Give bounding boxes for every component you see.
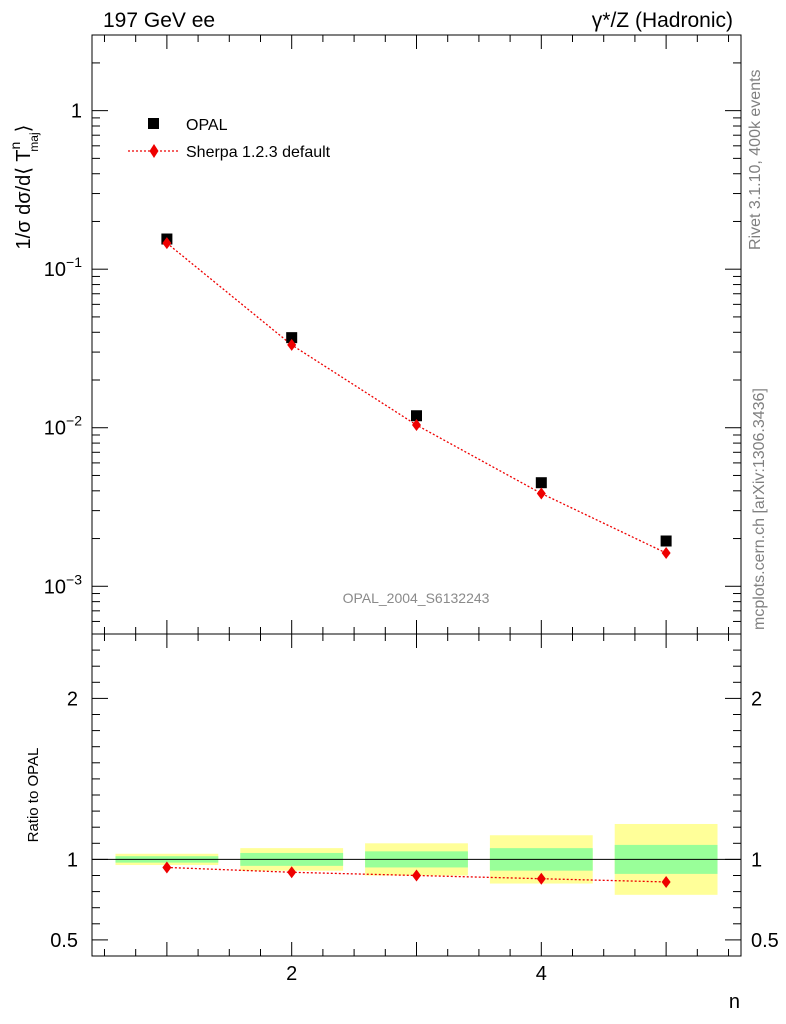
y-tick-label: 10−2 <box>44 413 82 440</box>
sherpa-point <box>661 547 671 560</box>
y-axis-label-sup: n <box>7 142 23 150</box>
y-tick-label: 1 <box>71 101 82 123</box>
y-tick-label-exponent: −3 <box>66 571 82 587</box>
legend-label-opal: OPAL <box>186 117 228 134</box>
ratio-y-tick-label-right: 1 <box>751 849 762 871</box>
legend: OPAL Sherpa 1.2.3 default <box>128 117 331 161</box>
legend-marker-opal <box>148 118 159 129</box>
y-axis-label-sub: maj <box>27 132 41 151</box>
y-tick-label-exponent: −1 <box>66 254 82 270</box>
title-right: γ*/Z (Hadronic) <box>592 9 733 32</box>
y-axis-label-close: ⟩ <box>13 125 35 133</box>
sherpa-point <box>536 487 546 500</box>
ratio-y-tick-label: 0.5 <box>50 930 78 952</box>
y-tick-label: 10−3 <box>44 571 82 598</box>
ratio-y-axis-label-text: Ratio to OPAL <box>25 748 42 843</box>
legend-marker-sherpa <box>149 144 159 158</box>
ratio-plot-frame <box>91 633 742 957</box>
ratio-y-axis-label: Ratio to OPAL <box>25 748 42 843</box>
x-axis-label: n <box>729 991 740 1013</box>
y-tick-label: 10−1 <box>44 254 82 281</box>
ratio-y-tick-label-right: 0.5 <box>751 930 779 952</box>
side-text-bottom-label: mcplots.cern.ch [arXiv:1306.3436] <box>751 388 768 630</box>
y-tick-label-base: 10 <box>44 418 66 440</box>
ratio-bands <box>92 823 741 895</box>
opal-point <box>535 477 547 489</box>
sherpa-ratio-point <box>536 872 546 885</box>
side-text-bottom: mcplots.cern.ch [arXiv:1306.3436] <box>751 388 768 630</box>
ratio-y-tick-label-right: 2 <box>751 688 762 710</box>
series-layer <box>161 233 672 560</box>
sherpa-point <box>287 338 297 351</box>
y-tick-label-exponent: −2 <box>66 413 82 429</box>
y-tick-label-base: 10 <box>44 576 66 598</box>
sherpa-point <box>412 419 421 432</box>
axes: 110−110−210−32 42 21 10.5 0.5 <box>44 34 779 985</box>
ratio-y-tick-label: 1 <box>67 849 78 871</box>
sherpa-ratio-point <box>412 869 421 882</box>
opal-point <box>286 332 298 344</box>
x-tick-label: 2 <box>286 963 297 985</box>
analysis-watermark: OPAL_2004_S6132243 <box>343 590 490 606</box>
y-axis-label: 1/σ dσ/d⟨ Tn maj⟩ <box>7 125 41 250</box>
legend-label-sherpa: Sherpa 1.2.3 default <box>186 144 331 161</box>
side-text-top-label: Rivet 3.1.10, 400k events <box>747 69 764 250</box>
y-axis-label-main: 1/σ dσ/d⟨ T <box>13 150 35 250</box>
x-tick-label: 4 <box>536 963 547 985</box>
opal-point <box>660 535 672 547</box>
sherpa-point <box>162 237 172 250</box>
sherpa-ratio-point <box>661 875 671 888</box>
title-left: 197 GeV ee <box>103 9 215 32</box>
side-text-top: Rivet 3.1.10, 400k events <box>747 69 764 250</box>
sherpa-line <box>166 242 667 554</box>
y-tick-label-base: 10 <box>44 259 66 281</box>
ratio-layer <box>162 861 671 888</box>
opal-point <box>411 410 422 422</box>
sherpa-ratio-point <box>287 866 297 879</box>
sherpa-ratio-point <box>162 861 172 874</box>
ratio-y-tick-label: 2 <box>67 688 78 710</box>
